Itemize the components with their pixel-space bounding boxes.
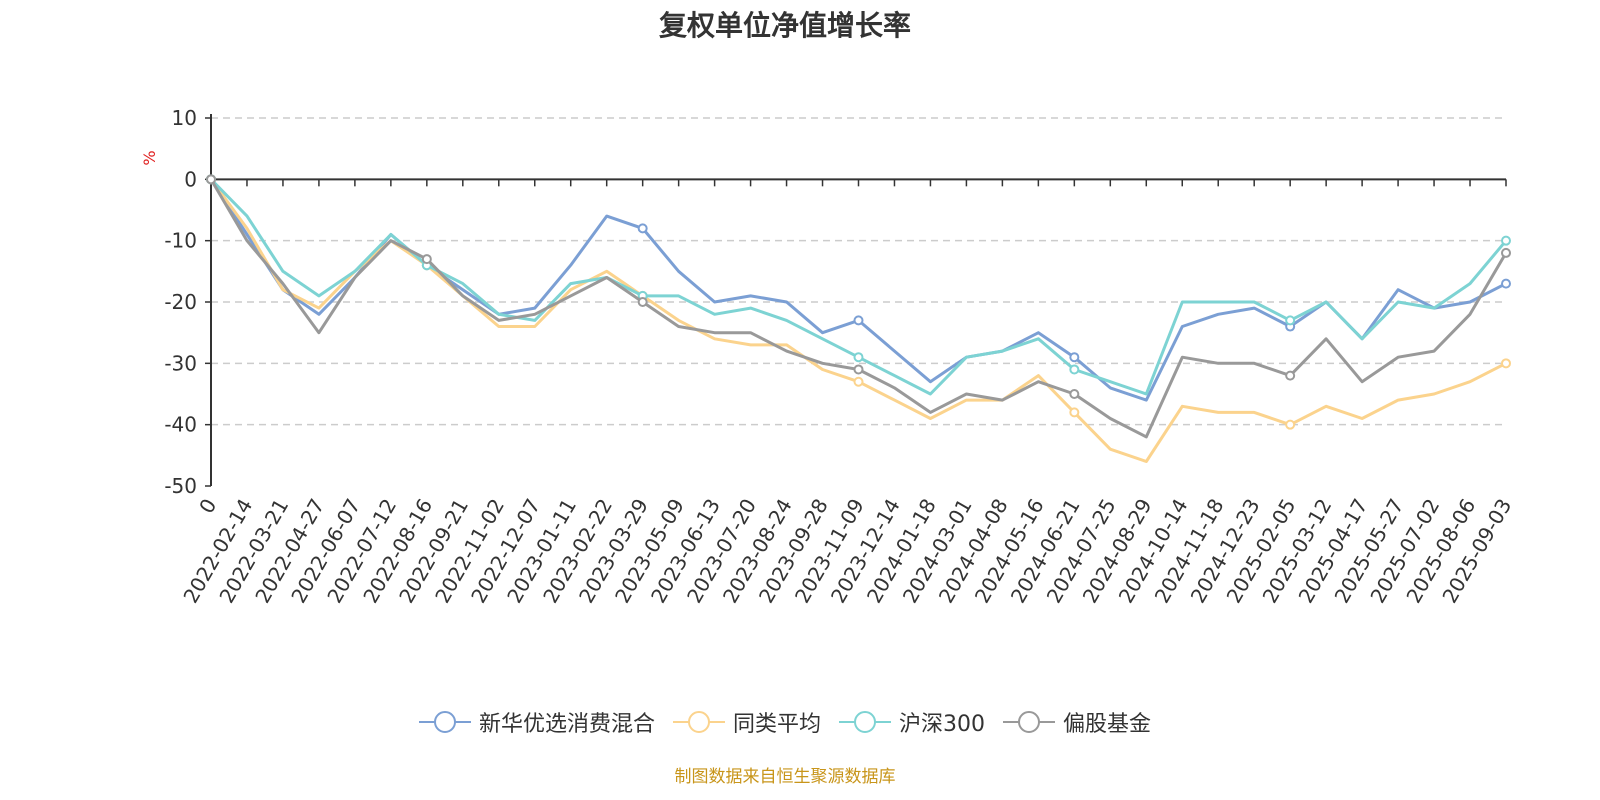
data-point bbox=[637, 297, 648, 307]
y-tick-label: -50 bbox=[164, 474, 197, 498]
legend-item[interactable]: 偏股基金 bbox=[1003, 706, 1151, 738]
data-point bbox=[853, 376, 864, 387]
data-point bbox=[1069, 364, 1080, 375]
y-tick-label: 10 bbox=[172, 106, 197, 130]
y-tick-label: -10 bbox=[164, 229, 197, 253]
y-tick-label: -30 bbox=[164, 351, 197, 375]
y-tick-label: -20 bbox=[164, 290, 197, 314]
legend-label: 新华优选消费混合 bbox=[478, 712, 655, 737]
legend-label: 偏股基金 bbox=[1063, 712, 1152, 737]
data-point bbox=[853, 364, 864, 375]
legend-item[interactable]: 同类平均 bbox=[672, 706, 821, 738]
legend: 新华优选消费混合 同类平均 沪深300 偏股基金 bbox=[0, 706, 1570, 738]
legend-marker-icon bbox=[418, 710, 471, 734]
source-note: 制图数据来自恒生聚源数据库 bbox=[674, 767, 896, 787]
data-point bbox=[1285, 419, 1296, 430]
data-point bbox=[1501, 247, 1511, 258]
data-point bbox=[421, 254, 432, 265]
legend-label: 沪深300 bbox=[899, 712, 985, 737]
legend-marker-icon bbox=[839, 710, 891, 734]
data-point bbox=[1501, 278, 1511, 289]
data-point bbox=[1501, 358, 1511, 369]
data-point bbox=[853, 315, 864, 326]
data-point bbox=[1069, 389, 1080, 399]
data-point bbox=[1285, 370, 1296, 381]
y-tick-label: 0 bbox=[184, 167, 197, 191]
legend-label: 同类平均 bbox=[732, 712, 821, 737]
data-point bbox=[853, 352, 864, 363]
y-tick-label: -40 bbox=[164, 413, 197, 437]
data-point bbox=[1069, 352, 1080, 363]
x-tick-label: 0 bbox=[194, 495, 221, 518]
legend-marker-icon bbox=[1003, 710, 1055, 734]
tick-labels: 100-10-20-30-40-5002022-02-142022-03-212… bbox=[164, 106, 1516, 607]
data-point bbox=[1069, 407, 1080, 418]
legend-item[interactable]: 新华优选消费混合 bbox=[418, 706, 655, 738]
chart-title: 复权单位净值增长率 bbox=[658, 9, 911, 42]
legend-item[interactable]: 沪深300 bbox=[839, 706, 985, 738]
data-point bbox=[1285, 315, 1296, 326]
series-lines bbox=[206, 174, 1511, 463]
legend-marker-icon bbox=[672, 710, 725, 734]
data-point bbox=[206, 174, 216, 185]
y-axis-unit-label: % bbox=[140, 150, 159, 165]
axes bbox=[205, 114, 1507, 487]
data-point bbox=[1501, 235, 1511, 246]
data-point bbox=[637, 223, 648, 234]
